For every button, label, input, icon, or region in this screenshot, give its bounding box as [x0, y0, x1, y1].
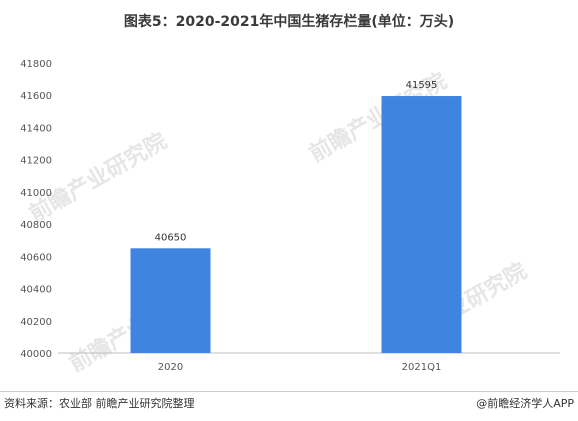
chart-title: 图表5：2020-2021年中国生猪存栏量(单位：万头)	[123, 14, 455, 30]
bars: 40650 2020 41595 2021Q1	[130, 80, 462, 373]
y-tick-label: 41800	[20, 59, 52, 70]
data-label: 41595	[406, 80, 438, 91]
brand-credit: @前瞻经济学人APP	[476, 397, 574, 410]
y-tick-label: 41400	[20, 123, 52, 134]
y-tick-label: 40000	[20, 349, 52, 360]
y-tick-label: 40200	[20, 317, 52, 328]
source-note: 资料来源：农业部 前瞻产业研究院整理	[4, 397, 195, 410]
y-axis: 40000 40200 40400 40600 40800 41000 41200 41400…	[20, 59, 52, 360]
bar-chart: 40000 40200 40400 40600 40800 41000 41200 41400…	[20, 59, 560, 373]
y-tick-label: 41200	[20, 156, 52, 167]
data-label: 40650	[155, 232, 187, 243]
y-tick-label: 40800	[20, 220, 52, 231]
x-tick-label: 2020	[158, 362, 183, 373]
y-tick-label: 40400	[20, 285, 52, 296]
bar	[130, 248, 211, 353]
y-tick-label: 41000	[20, 188, 52, 199]
bar	[381, 96, 462, 354]
y-tick-label: 41600	[20, 91, 52, 102]
y-tick-label: 40600	[20, 252, 52, 263]
x-tick-label: 2021Q1	[402, 362, 442, 373]
footer: 资料来源：农业部 前瞻产业研究院整理 @前瞻经济学人APP	[0, 391, 578, 410]
